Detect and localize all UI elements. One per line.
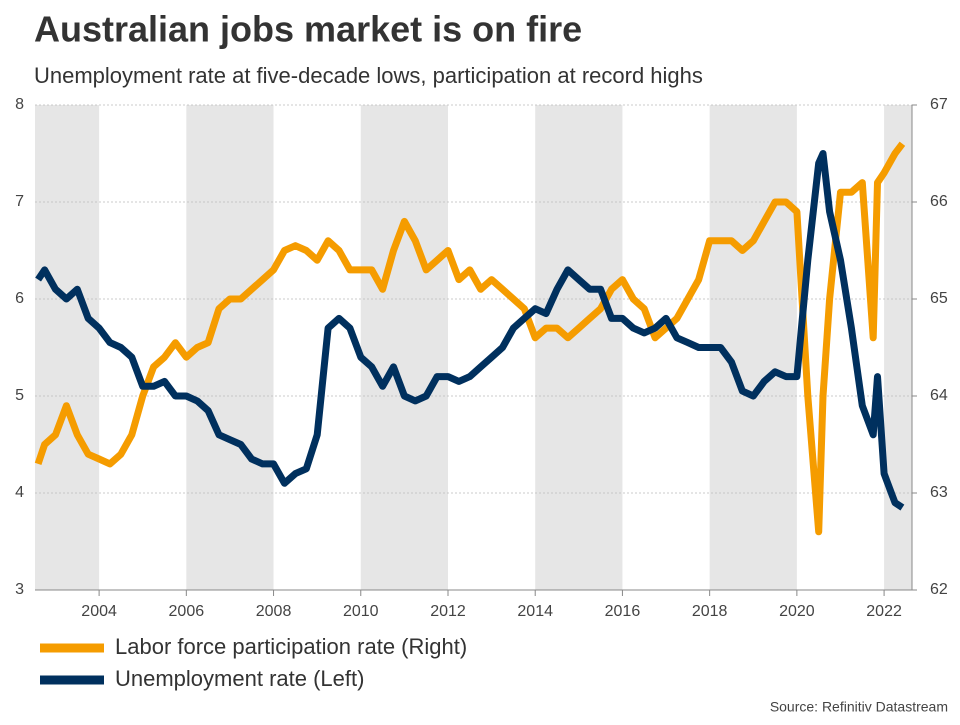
series-line bbox=[34, 141, 906, 536]
x-tick-label: 2022 bbox=[866, 603, 902, 620]
x-tick-label: 2014 bbox=[517, 603, 553, 620]
x-tick-label: 2016 bbox=[605, 603, 641, 620]
x-tick-label: 2010 bbox=[343, 603, 379, 620]
shade-band bbox=[884, 105, 912, 590]
series-line bbox=[35, 150, 905, 511]
y-tick-label: 4 bbox=[15, 484, 24, 501]
y-tick-label: 5 bbox=[15, 387, 24, 404]
chart-title: Australian jobs market is on fire bbox=[34, 9, 582, 50]
y-tick-label: 8 bbox=[15, 96, 24, 113]
x-tick-label: 2012 bbox=[430, 603, 466, 620]
x-tick-label: 2004 bbox=[81, 603, 117, 620]
y-tick-label: 3 bbox=[15, 581, 24, 598]
shade-band bbox=[35, 105, 100, 590]
shade-band bbox=[535, 105, 623, 590]
y2-tick-label: 64 bbox=[930, 387, 948, 404]
legend-label: Unemployment rate (Left) bbox=[115, 666, 364, 691]
y2-tick-label: 62 bbox=[930, 581, 948, 598]
y2-tick-label: 66 bbox=[930, 193, 948, 210]
x-tick-label: 2008 bbox=[256, 603, 292, 620]
y-tick-label: 6 bbox=[15, 290, 24, 307]
x-tick-label: 2020 bbox=[779, 603, 815, 620]
y2-tick-label: 67 bbox=[930, 96, 948, 113]
x-tick-label: 2006 bbox=[169, 603, 205, 620]
y2-tick-label: 63 bbox=[930, 484, 948, 501]
x-tick-label: 2018 bbox=[692, 603, 728, 620]
source: Source: Refinitiv Datastream bbox=[770, 699, 948, 715]
chart-subtitle: Unemployment rate at five-decade lows, p… bbox=[34, 63, 703, 88]
y2-tick-label: 65 bbox=[930, 290, 948, 307]
y-tick-label: 7 bbox=[15, 193, 24, 210]
shade-band bbox=[360, 105, 448, 590]
legend-label: Labor force participation rate (Right) bbox=[115, 634, 467, 659]
